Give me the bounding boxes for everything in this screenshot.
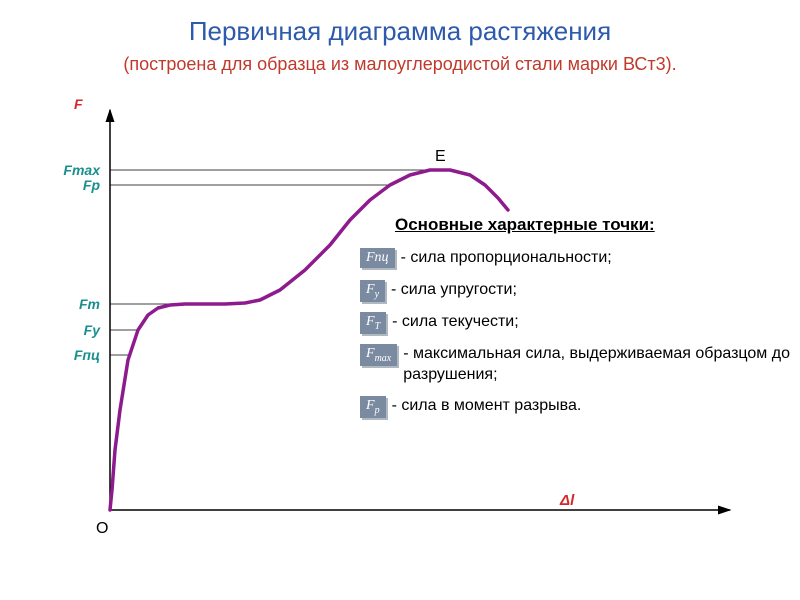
- y-axis-label: F: [74, 96, 83, 112]
- x-axis-label: Δl: [560, 492, 574, 509]
- legend-title: Основные характерные точки:: [395, 215, 655, 235]
- chart-title: Первичная диаграмма растяжения: [0, 16, 800, 47]
- legend-text-1: - сила упругости;: [391, 280, 517, 301]
- point-e-label: E: [435, 148, 446, 166]
- legend-tile-4: Fр: [360, 396, 386, 418]
- legend-row-2: FТ - сила текучести;: [360, 312, 519, 334]
- legend-tile-1: Fу: [360, 280, 385, 302]
- y-tick-Fmax: Fmax: [60, 162, 100, 178]
- legend-row-4: Fр - сила в момент разрыва.: [360, 396, 581, 418]
- legend-text-4: - сила в момент разрыва.: [392, 396, 582, 417]
- legend-tile-3: Fmax: [360, 344, 397, 366]
- y-tick-Fp: Fр: [60, 177, 100, 193]
- legend-text-2: - сила текучести;: [392, 312, 519, 333]
- legend-text-3: - максимальная сила, выдерживаемая образ…: [403, 344, 790, 386]
- legend-tile-2: FТ: [360, 312, 386, 334]
- legend-row-1: Fу - сила упругости;: [360, 280, 517, 302]
- legend-row-3: Fmax - максимальная сила, выдерживаемая о…: [360, 344, 790, 386]
- legend-text-0: - сила пропорциональности;: [401, 248, 612, 269]
- y-tick-Ft: Fт: [60, 296, 100, 312]
- origin-label: O: [96, 520, 108, 538]
- y-tick-Fpc: Fпц: [60, 347, 100, 363]
- legend-tile-0: Fпц: [360, 248, 395, 268]
- legend-row-0: Fпц - сила пропорциональности;: [360, 248, 612, 269]
- chart-subtitle: (построена для образца из малоуглеродист…: [0, 54, 800, 75]
- y-tick-Fy: Fу: [60, 322, 100, 338]
